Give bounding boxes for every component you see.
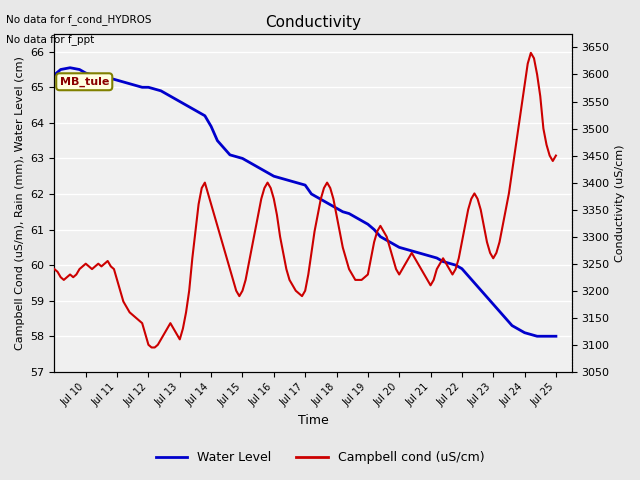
Text: No data for f_ppt: No data for f_ppt: [6, 34, 95, 45]
Legend: Water Level, Campbell cond (uS/cm): Water Level, Campbell cond (uS/cm): [151, 446, 489, 469]
Y-axis label: Campbell Cond (uS/m), Rain (mm), Water Level (cm): Campbell Cond (uS/m), Rain (mm), Water L…: [15, 56, 25, 350]
Title: Conductivity: Conductivity: [265, 15, 361, 30]
X-axis label: Time: Time: [298, 414, 328, 427]
Y-axis label: Conductivity (uS/cm): Conductivity (uS/cm): [615, 144, 625, 262]
Text: MB_tule: MB_tule: [60, 77, 109, 87]
Text: No data for f_cond_HYDROS: No data for f_cond_HYDROS: [6, 14, 152, 25]
